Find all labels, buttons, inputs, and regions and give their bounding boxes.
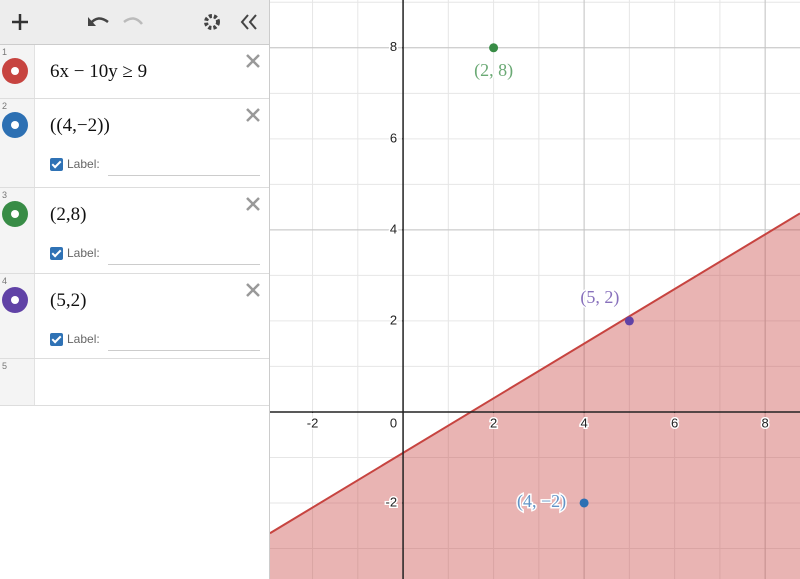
expression-text: ((4,−2)) [50,115,110,136]
delete-button[interactable] [245,53,261,69]
origin-label: 0 [390,415,397,430]
delete-button[interactable] [245,107,261,123]
y-tick-label: 8 [390,39,397,54]
boundary-line [270,212,800,535]
expression-row: 2 ((4,−2)) Label: [0,99,269,188]
row-gutter: 1 [0,45,35,98]
color-icon[interactable] [2,201,28,227]
y-tick-label: 4 [390,221,397,236]
rows: 1 6x − 10y ≥ 9 2 ((4,−2)) Label: 3 (2,8) Label:… [0,45,269,406]
point [489,43,499,53]
expression-row: 5 [0,359,269,406]
checkbox[interactable] [50,247,63,261]
toolbar-icons [12,14,257,30]
point [624,316,634,326]
delete-button[interactable] [245,282,261,298]
expression-list: 1 6x − 10y ≥ 9 2 ((4,−2)) Label: 3 (2,8) Label:… [0,0,270,579]
x-tick-label: 2 [490,415,497,430]
label-input[interactable] [108,350,260,351]
label-text: Label: [67,157,100,171]
label-text: Label: [67,332,100,346]
point-label: (4, −2) [517,491,566,512]
add-button[interactable] [12,14,28,30]
delete-button[interactable] [245,196,261,212]
row-number: 4 [2,276,8,286]
x-tick-label: -2 [307,415,319,430]
row-number: 2 [2,101,8,111]
x-tick-label: 4 [580,415,587,430]
checkbox[interactable] [50,158,63,172]
expression-text: 6x − 10y ≥ 9 [50,61,148,82]
row-gutter: 3 [0,188,35,273]
redo-button[interactable] [123,17,143,25]
point [579,498,589,508]
label-toggle[interactable]: Label: [50,246,100,261]
color-icon[interactable] [2,58,28,84]
expression-row: 4 (5,2) Label: [0,274,269,359]
expression-row: 3 (2,8) Label: [0,188,269,274]
graph-paper: -2 2 4 6 8 -2 2 4 6 8 0 (4, −2) (2, 8) (5, 2) [270,0,800,579]
x-tick-label: 8 [762,415,769,430]
toolbar [0,0,269,45]
row-gutter: 2 [0,99,35,187]
y-tick-label: -2 [386,494,398,509]
label-input[interactable] [108,264,260,265]
row-number: 3 [2,190,8,200]
row-gutter: 4 [0,274,35,358]
row-gutter: 5 [0,359,35,405]
point-label: (5, 2) [580,287,619,308]
row-number: 1 [2,47,8,57]
expression-row: 1 6x − 10y ≥ 9 [0,45,269,99]
collapse-button[interactable] [240,14,257,30]
color-icon[interactable] [2,112,28,138]
expression-text: (2,8) [50,204,87,225]
label-text: Label: [67,246,100,260]
point-label: (2, 8) [474,60,513,81]
inequality-region [270,213,800,579]
undo-arrow [88,17,96,26]
y-tick-label: 2 [390,312,397,327]
label-input[interactable] [108,175,260,176]
label-toggle[interactable]: Label: [50,157,100,172]
row-number: 5 [2,361,8,371]
y-tick-label: 6 [390,130,397,145]
color-icon[interactable] [2,287,28,313]
settings-button[interactable] [204,14,220,30]
checkbox[interactable] [50,333,63,347]
expression-text: (5,2) [50,290,87,311]
x-tick-label: 6 [671,415,678,430]
label-toggle[interactable]: Label: [50,332,100,347]
